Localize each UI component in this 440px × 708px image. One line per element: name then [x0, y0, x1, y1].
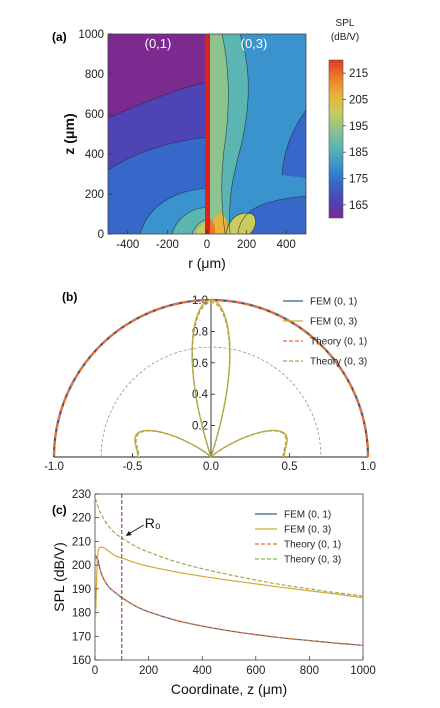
series-line-theory-0-1- — [95, 557, 364, 646]
contour-line — [225, 212, 256, 234]
colorbar-frame — [328, 59, 344, 219]
right-mode-label: (0,3) — [241, 36, 268, 51]
panel-c-x-label: Coordinate, z (μm) — [171, 681, 287, 697]
legend-label: FEM (0, 1) — [284, 510, 331, 521]
y-tick-label: 230 — [72, 489, 91, 501]
polar-y-tick-label: 0.2 — [192, 421, 208, 433]
polar-x-tick-label: 1.0 — [360, 461, 376, 473]
x-tick-label: 400 — [193, 665, 212, 677]
colorbar: SPL (dB/V) 165 175 185 195 205 215 — [328, 18, 368, 219]
legend-label: FEM (0, 1) — [310, 297, 357, 308]
colorbar-tick-label: 175 — [349, 174, 368, 186]
series-theory-03 — [135, 301, 287, 458]
contour-band-right-190 — [208, 34, 229, 234]
polar-x-tick-label: -1.0 — [44, 461, 64, 473]
x-tick-label: 200 — [237, 239, 256, 251]
contour-line — [108, 81, 209, 119]
colorbar-tick-label: 195 — [349, 121, 368, 133]
y-tick-label: 190 — [72, 584, 91, 596]
x-tick-label: -400 — [116, 239, 139, 251]
contour-line — [221, 34, 229, 234]
polar-y-tick-label: 0.8 — [192, 326, 208, 338]
legend-label: Theory (0, 1) — [310, 337, 367, 348]
r0-label: R₀ — [145, 515, 161, 531]
x-tick-label: 400 — [277, 239, 296, 251]
colorbar-ticks: 165 175 185 195 205 215 — [343, 68, 368, 212]
x-tick-label: 0 — [92, 665, 98, 677]
polar-series — [52, 298, 370, 458]
contour-fill — [108, 34, 306, 234]
legend-label: Theory (0, 3) — [284, 555, 341, 566]
contour-line — [281, 109, 306, 176]
y-tick-label: 200 — [85, 189, 104, 201]
colorbar-title-line1: SPL — [336, 18, 355, 29]
y-tick-label: 220 — [72, 513, 91, 525]
panel-c-series — [94, 498, 364, 646]
series-line-theory-0-3- — [94, 498, 364, 597]
y-tick-label: 200 — [72, 560, 91, 572]
y-tick-label: 170 — [72, 631, 91, 643]
contour-line — [237, 195, 306, 234]
colorbar-tick-label: 185 — [349, 147, 368, 159]
polar-x-tick-label: 0.5 — [282, 461, 298, 473]
panel-a-x-label: r (μm) — [188, 255, 226, 271]
polar-x-tick-label: 0.0 — [203, 461, 219, 473]
panel-b-polar-plot: (b) -1.0 -0.5 0.0 0.5 1.00.20.40.60.81.0 FEM… — [44, 290, 376, 473]
colorbar-title-line2: (dB/V) — [331, 32, 359, 43]
y-tick-label: 400 — [85, 149, 104, 161]
left-mode-label: (0,1) — [145, 36, 172, 51]
polar-x-tick-label: -0.5 — [123, 461, 143, 473]
r0-annotation: R₀ — [121, 494, 161, 660]
panel-a-contour-map: (a) — [52, 18, 368, 271]
contour-line — [108, 136, 209, 171]
panel-c-letter: (c) — [52, 503, 67, 517]
panel-c-y-label: SPL (dB/V) — [51, 542, 67, 612]
y-tick-label: 1000 — [78, 29, 104, 41]
x-tick-label: 0 — [204, 239, 210, 251]
polar-y-tick-label: 0.6 — [192, 358, 208, 370]
reference-circle — [100, 346, 322, 458]
colorbar-tick-label: 205 — [349, 95, 368, 107]
colorbar-gradient — [329, 60, 343, 218]
x-tick-label: 600 — [246, 665, 265, 677]
series-line-fem-0-1- — [95, 555, 364, 646]
y-tick-label: 600 — [85, 109, 104, 121]
x-tick-label: 1000 — [350, 665, 376, 677]
legend-label: FEM (0, 3) — [310, 317, 357, 328]
panel-b-legend: FEM (0, 1) FEM (0, 3) Theory (0, 1) Theory … — [283, 297, 367, 368]
y-tick-label: 210 — [72, 536, 91, 548]
panel-a-letter: (a) — [52, 30, 67, 44]
contour-line — [139, 187, 209, 234]
contour-band-right-175 — [282, 110, 306, 178]
polar-plot-area: -1.0 -0.5 0.0 0.5 1.00.20.40.60.81.0 — [44, 295, 376, 473]
legend-label: FEM (0, 3) — [284, 525, 331, 536]
panel-c-legend: FEM (0, 1) FEM (0, 3) Theory (0, 1) Theory … — [255, 510, 341, 566]
panel-c-frame — [94, 493, 364, 661]
panel-c-y-ticks: 160 170 180 190 200 210 220 230 — [72, 489, 99, 667]
legend-label: Theory (0, 3) — [310, 357, 367, 368]
colorbar-tick-label: 215 — [349, 68, 368, 80]
contour-lines — [108, 34, 306, 234]
y-tick-label: 800 — [85, 69, 104, 81]
legend-label: Theory (0, 1) — [284, 540, 341, 551]
x-tick-label: 800 — [300, 665, 319, 677]
panel-a-y-label: z (μm) — [61, 113, 77, 154]
series-line-fem-0-3- — [94, 546, 364, 618]
contour-line — [171, 206, 209, 234]
x-tick-label: -200 — [156, 239, 179, 251]
center-transducer-strip — [205, 34, 210, 234]
panel-b-letter: (b) — [62, 290, 77, 304]
panel-c-x-ticks: 0 200 400 600 800 1000 — [92, 656, 376, 677]
panel-a-x-ticks: -400 -200 0 200 400 — [116, 230, 296, 251]
panel-c-line-chart: (c) 160 170 180 190 200 210 220 230 0 200 400 600 8… — [51, 489, 376, 697]
x-tick-label: 200 — [139, 665, 158, 677]
contour-line — [229, 34, 249, 234]
panel-a-y-ticks: 0 200 400 600 800 1000 — [78, 29, 112, 241]
y-tick-label: 0 — [98, 229, 104, 241]
r0-arrow-head — [125, 531, 132, 536]
y-tick-label: 160 — [72, 655, 91, 667]
y-tick-label: 180 — [72, 608, 91, 620]
colorbar-tick-label: 165 — [349, 200, 368, 212]
